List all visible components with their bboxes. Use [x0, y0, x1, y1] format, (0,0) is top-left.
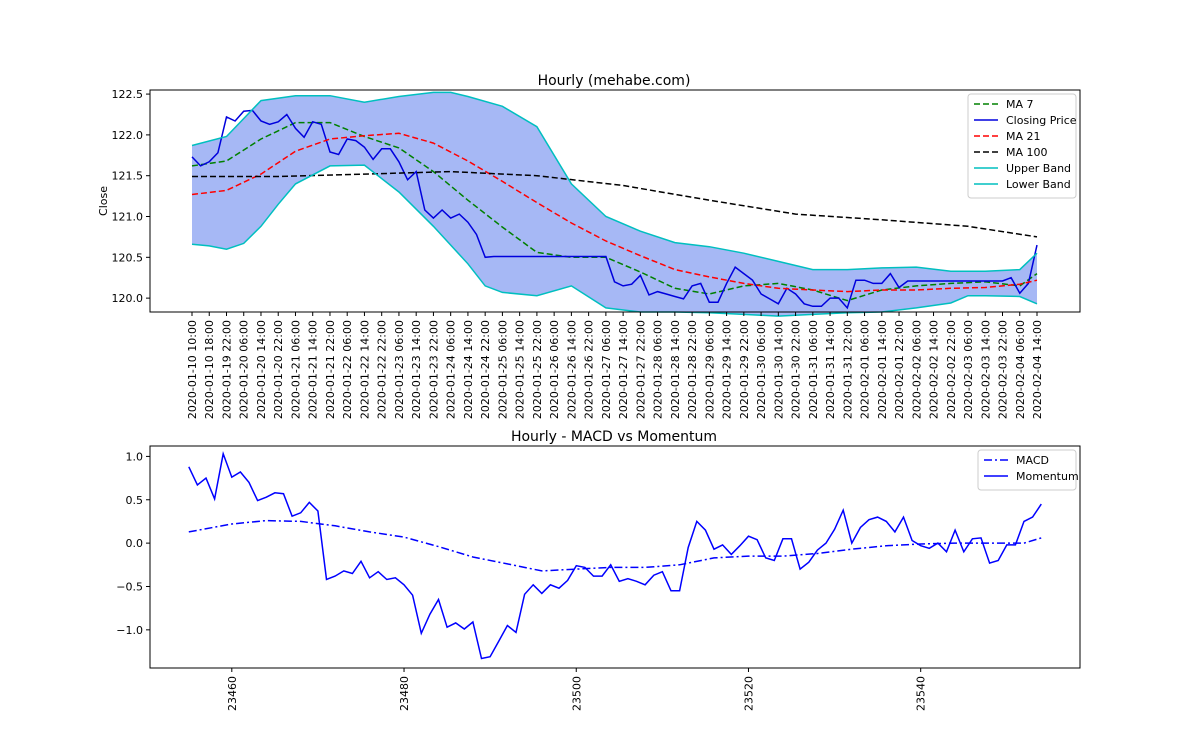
x-tick-label: 2020-01-22 14:00	[358, 320, 371, 419]
x-tick-label: 23520	[743, 676, 756, 711]
x-tick-label: 2020-01-26 22:00	[583, 320, 596, 419]
x-tick-label: 2020-01-30 22:00	[790, 320, 803, 419]
x-tick-label: 2020-01-29 14:00	[721, 320, 734, 419]
y-tick-label: 120.0	[112, 292, 144, 305]
price-chart-legend: MA 7 Closing Price MA 21 MA 100 Upper Band Lo…	[967, 93, 1077, 199]
x-tick-label: 2020-01-19 22:00	[221, 320, 234, 419]
price-chart-x-ticks: 2020-01-10 10:00 2020-01-10 18:00 2020-01-…	[186, 312, 1044, 419]
series-ma-7	[191, 121, 1038, 302]
series-lower-band	[191, 164, 1038, 317]
series-ma-21	[191, 132, 1038, 293]
y-tick-label: 121.0	[112, 211, 144, 224]
x-tick-label: 2020-01-27 06:00	[600, 320, 613, 419]
x-tick-label: 2020-01-20 14:00	[255, 320, 268, 419]
x-tick-label: 2020-01-28 06:00	[652, 320, 665, 419]
x-tick-label: 2020-02-03 22:00	[997, 320, 1010, 419]
macd-chart-lines	[188, 451, 1042, 660]
x-tick-label: 2020-01-27 14:00	[617, 320, 630, 419]
x-tick-label: 2020-01-31 06:00	[807, 320, 820, 419]
macd-chart-frame	[149, 445, 1081, 669]
x-tick-label: 2020-01-21 06:00	[290, 320, 303, 419]
x-tick-label: 2020-01-24 22:00	[479, 320, 492, 419]
legend-label-macd: MACD	[1016, 454, 1049, 467]
series-closing-price	[191, 109, 1038, 310]
x-tick-label: 23500	[570, 676, 583, 711]
x-tick-label: 23540	[915, 676, 928, 711]
price-chart-lines	[191, 91, 1038, 317]
legend-label-ma-21: MA 21	[1006, 130, 1041, 143]
x-tick-label: 2020-02-01 22:00	[893, 320, 906, 419]
macd-chart-legend: MACD Momentum	[977, 449, 1079, 491]
legend-label-closing-price: Closing Price	[1006, 114, 1077, 127]
x-tick-label: 2020-02-01 06:00	[859, 320, 872, 419]
x-tick-label: 2020-02-03 06:00	[962, 320, 975, 419]
x-tick-label: 2020-01-26 06:00	[548, 320, 561, 419]
x-tick-label: 2020-01-21 14:00	[307, 320, 320, 419]
x-tick-label: 2020-02-04 14:00	[1031, 320, 1044, 419]
x-tick-label: 2020-01-24 14:00	[462, 320, 475, 419]
x-tick-label: 2020-01-31 14:00	[824, 320, 837, 419]
legend-label-upper-band: Upper Band	[1006, 162, 1071, 175]
x-tick-label: 2020-01-25 22:00	[531, 320, 544, 419]
series-ma-100	[192, 170, 1038, 238]
x-tick-label: 2020-01-30 06:00	[755, 320, 768, 419]
x-tick-label: 2020-01-25 06:00	[496, 320, 509, 419]
x-tick-label: 2020-01-31 22:00	[841, 320, 854, 419]
macd-chart-y-ticks: −1.0 −0.5 0.0 0.5 1.0	[116, 450, 150, 637]
band-fill	[192, 92, 1037, 317]
legend-label-ma-100: MA 100	[1006, 146, 1048, 159]
x-tick-label: 2020-01-28 14:00	[669, 320, 682, 419]
y-tick-label: −1.0	[116, 624, 143, 637]
price-chart-title: Hourly (mehabe.com)	[538, 73, 691, 89]
x-tick-label: 2020-01-23 06:00	[393, 320, 406, 419]
series-upper-band	[191, 91, 1038, 272]
price-chart-y-label: Close	[97, 186, 110, 216]
macd-momentum-chart: Hourly - MACD vs Momentum −1.0 −0.5 0.0 0.5…	[116, 429, 1081, 711]
x-tick-label: 2020-02-02 22:00	[945, 320, 958, 419]
x-tick-label: 2020-02-02 14:00	[928, 320, 941, 419]
macd-chart-x-ticks: 23460 23480 23500 23520 23540	[226, 668, 928, 711]
legend-label-ma-7: MA 7	[1006, 98, 1034, 111]
y-tick-label: −0.5	[116, 580, 143, 593]
macd-chart-title: Hourly - MACD vs Momentum	[511, 429, 717, 445]
x-tick-label: 23460	[226, 676, 239, 711]
x-tick-label: 2020-01-24 06:00	[445, 320, 458, 419]
y-tick-label: 0.5	[126, 494, 144, 507]
y-tick-label: 1.0	[126, 450, 144, 463]
x-tick-label: 2020-01-25 14:00	[514, 320, 527, 419]
x-tick-label: 2020-01-22 22:00	[376, 320, 389, 419]
price-chart-y-ticks: 120.0 120.5 121.0 121.5 122.0 122.5	[112, 88, 150, 305]
x-tick-label: 2020-01-22 06:00	[341, 320, 354, 419]
x-tick-label: 2020-01-10 10:00	[186, 320, 199, 419]
x-tick-label: 2020-01-28 22:00	[686, 320, 699, 419]
x-tick-label: 2020-02-03 14:00	[979, 320, 992, 419]
y-tick-label: 121.5	[112, 170, 144, 183]
y-tick-label: 0.0	[126, 537, 144, 550]
price-chart-frame	[149, 89, 1081, 313]
legend-label-momentum: Momentum	[1016, 470, 1079, 483]
legend-label-lower-band: Lower Band	[1006, 178, 1071, 191]
x-tick-label: 2020-02-04 06:00	[1014, 320, 1027, 419]
x-tick-label: 2020-02-02 06:00	[910, 320, 923, 419]
x-tick-label: 2020-02-01 14:00	[876, 320, 889, 419]
x-tick-label: 2020-01-10 18:00	[203, 320, 216, 419]
x-tick-label: 23480	[398, 676, 411, 711]
x-tick-label: 2020-01-23 22:00	[427, 320, 440, 419]
x-tick-label: 2020-01-20 22:00	[272, 320, 285, 419]
series-momentum	[188, 451, 1042, 660]
y-tick-label: 122.5	[112, 88, 144, 101]
x-tick-label: 2020-01-29 06:00	[703, 320, 716, 419]
y-tick-label: 122.0	[112, 129, 144, 142]
y-tick-label: 120.5	[112, 251, 144, 264]
price-chart: Hourly (mehabe.com) 120.0 120.5 121.0 121.5…	[97, 73, 1081, 419]
x-tick-label: 2020-01-26 14:00	[565, 320, 578, 419]
x-tick-label: 2020-01-27 22:00	[634, 320, 647, 419]
x-tick-label: 2020-01-21 22:00	[324, 320, 337, 419]
bollinger-band-area	[192, 92, 1037, 317]
x-tick-label: 2020-01-29 22:00	[738, 320, 751, 419]
x-tick-label: 2020-01-20 06:00	[238, 320, 251, 419]
x-tick-label: 2020-01-30 14:00	[772, 320, 785, 419]
x-tick-label: 2020-01-23 14:00	[410, 320, 423, 419]
